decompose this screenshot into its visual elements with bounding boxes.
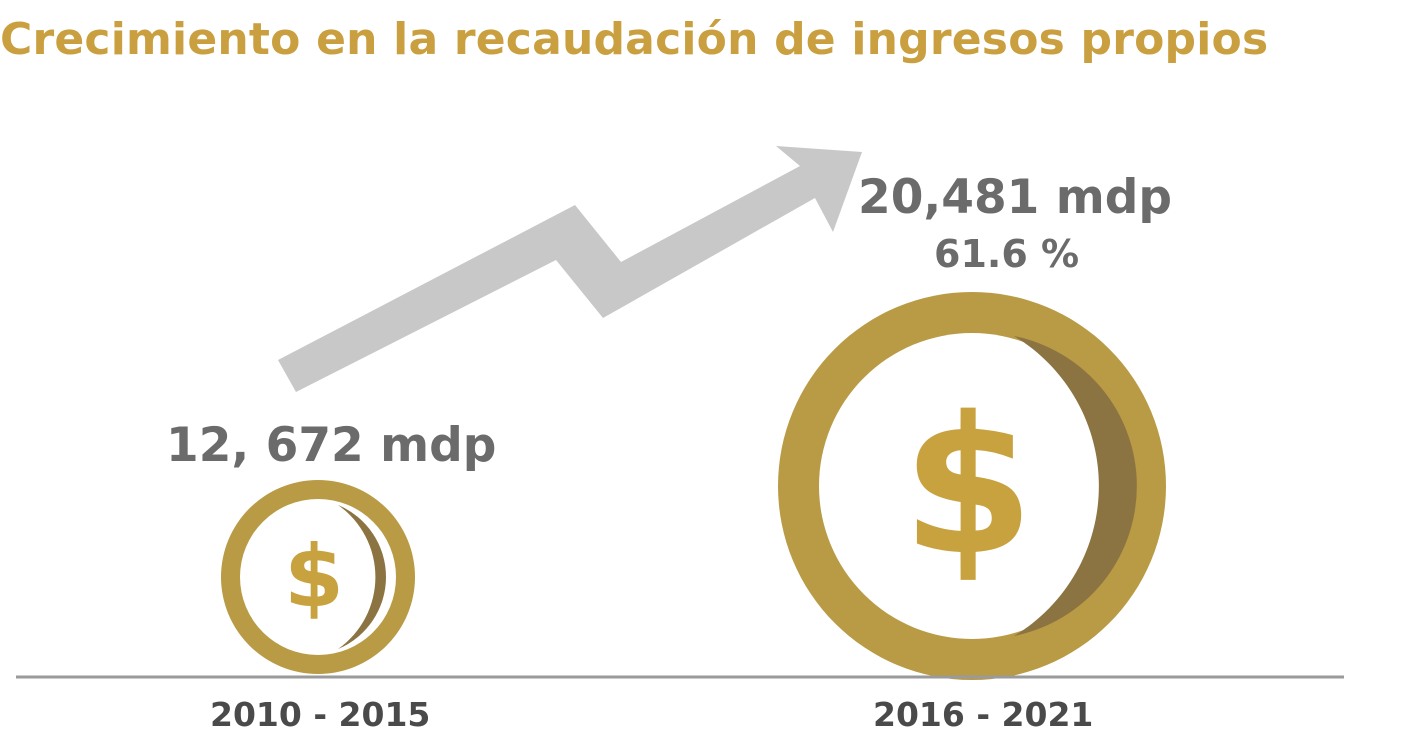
growth-arrow-icon bbox=[278, 146, 862, 392]
dollar-coin-icon-small: $ bbox=[221, 480, 415, 674]
chart-title: Crecimiento en la recaudación de ingreso… bbox=[0, 14, 1269, 65]
x-tick-label-2010-2015: 2010 - 2015 bbox=[210, 695, 431, 734]
dollar-coin-icon-large: $ bbox=[778, 292, 1166, 680]
x-tick-label-2016-2021: 2016 - 2021 bbox=[873, 695, 1094, 734]
growth-percent-label: 61.6 % bbox=[934, 232, 1080, 276]
dollar-sign-small: $ bbox=[284, 527, 344, 627]
value-label-2010-2015: 12, 672 mdp bbox=[166, 418, 497, 473]
dollar-sign-large: $ bbox=[902, 376, 1034, 597]
value-label-2016-2021: 20,481 mdp bbox=[858, 170, 1172, 225]
